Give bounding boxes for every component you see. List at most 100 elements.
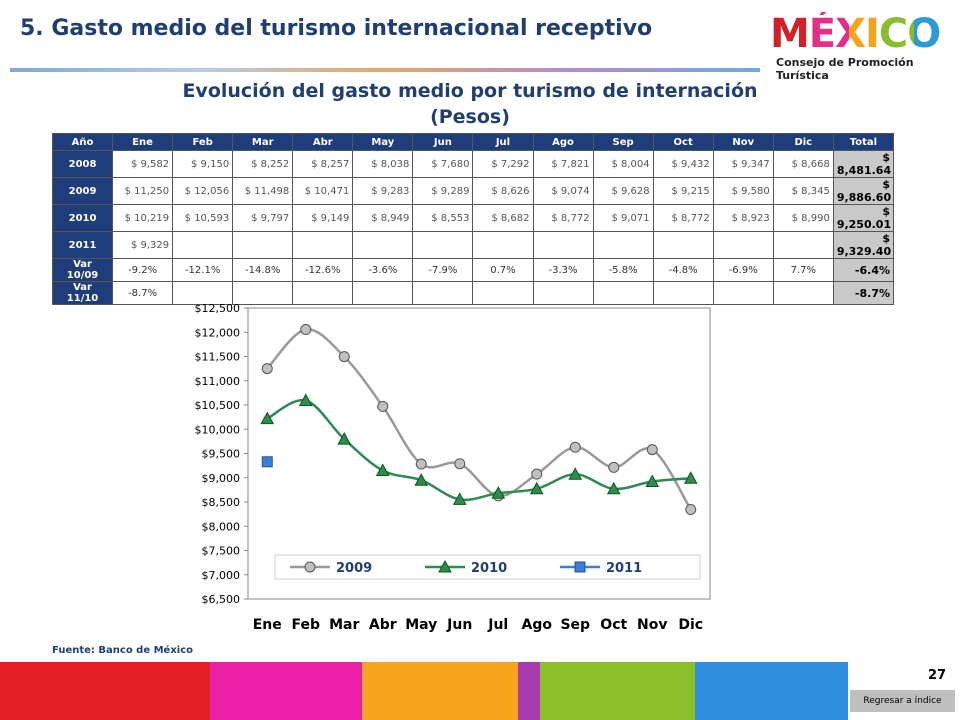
point <box>377 400 389 412</box>
column-header: Abr <box>292 133 354 151</box>
cell: $ 9,432 <box>652 150 714 178</box>
cell <box>772 281 834 305</box>
cell: -12.6% <box>292 258 354 282</box>
cell: $ 8,252 <box>232 150 294 178</box>
source: Fuente: Banco de México <box>52 645 193 656</box>
cell: -8.7% <box>112 281 174 305</box>
x-tick-label: Ago <box>522 617 553 633</box>
y-tick-label: $9,500 <box>202 448 241 461</box>
logo-subtitle: Consejo de Promoción Turística <box>776 56 914 82</box>
cell <box>352 231 414 259</box>
cell: $ 9,797 <box>232 204 294 232</box>
cell: $ 9,215 <box>652 177 714 205</box>
legend-marker <box>304 561 316 573</box>
column-header: Ene <box>112 133 174 151</box>
point <box>414 473 429 486</box>
cell <box>172 231 234 259</box>
row-label: 2009 <box>51 177 114 205</box>
cell: -3.6% <box>352 258 414 282</box>
x-tick-label: Nov <box>637 617 667 633</box>
total-cell: -6.4% <box>832 258 895 282</box>
x-tick-label: Dic <box>678 617 703 633</box>
cell: -7.9% <box>412 258 474 282</box>
point <box>569 441 581 453</box>
y-tick-label: $8,500 <box>202 496 241 509</box>
cell: $ 10,593 <box>172 204 234 232</box>
column-header: Ago <box>532 133 594 151</box>
cell: $ 11,498 <box>232 177 294 205</box>
x-tick-label: May <box>405 617 437 633</box>
point <box>298 393 313 406</box>
x-tick-label: Feb <box>291 617 320 633</box>
x-tick-label: Abr <box>369 617 397 633</box>
data-table: Año Ene Feb Mar Abr May Jun Jul Ago Sep Oct Nov Dic T… <box>51 133 895 305</box>
cell: $ 8,772 <box>532 204 594 232</box>
point <box>608 461 620 473</box>
cell: -14.8% <box>232 258 294 282</box>
cell: $ 8,990 <box>772 204 834 232</box>
cell: -5.8% <box>592 258 654 282</box>
color-strip <box>518 662 540 720</box>
legend-label: 2011 <box>606 561 642 576</box>
point <box>491 486 506 499</box>
y-tick-label: $6,500 <box>202 593 241 606</box>
column-header: Feb <box>172 133 234 151</box>
x-tick-label: Ene <box>253 617 282 633</box>
cell: $ 8,004 <box>592 150 654 178</box>
cell: $ 8,626 <box>472 177 534 205</box>
column-header: May <box>352 133 414 151</box>
column-header: Total <box>832 133 895 151</box>
cell: $ 9,580 <box>712 177 774 205</box>
point <box>529 481 544 495</box>
color-strip <box>695 662 848 720</box>
legend <box>274 554 701 580</box>
y-tick-label: $10,000 <box>195 423 241 436</box>
cell: $ 10,219 <box>112 204 174 232</box>
page-number: 27 <box>928 668 947 683</box>
cell: $ 7,680 <box>412 150 474 178</box>
back-button[interactable]: Regresar a índice <box>850 690 955 712</box>
cell: $ 9,289 <box>412 177 474 205</box>
header-row: Año Ene Feb Mar Abr May Jun Jul Ago Sep Oct Nov Dic T… <box>51 133 895 151</box>
logo-text: MÉXICO <box>770 12 950 56</box>
cell: -12.1% <box>172 258 234 282</box>
column-header: Dic <box>772 133 834 151</box>
cell <box>652 281 714 305</box>
row-label: Var 10/09 <box>51 258 114 282</box>
cell: 0.7% <box>472 258 534 282</box>
total-cell: -8.7% <box>832 281 895 305</box>
cell: -9.2% <box>112 258 174 282</box>
y-tick-label: $10,500 <box>195 399 241 412</box>
cell: $ 8,668 <box>772 150 834 178</box>
point <box>260 411 275 425</box>
x-tick-label: Mar <box>329 617 359 633</box>
cell: -3.3% <box>532 258 594 282</box>
cell: $ 7,821 <box>532 150 594 178</box>
total-cell: $ 8,481.64 <box>832 150 895 178</box>
cell: $ 9,628 <box>592 177 654 205</box>
column-header: Mar <box>232 133 294 151</box>
cell: $ 8,553 <box>412 204 474 232</box>
table-title: Evolución del gasto medio por turismo de… <box>140 78 800 130</box>
cell: $ 9,329 <box>112 231 174 259</box>
table-row: 2010 $ 10,219 $ 10,593 $ 9,797 $ 9,149 $ 8,94… <box>51 204 895 232</box>
color-strip <box>540 662 695 720</box>
title-rule <box>10 68 760 72</box>
point <box>415 458 427 470</box>
x-tick-label: Sep <box>560 617 590 633</box>
cell: $ 9,074 <box>532 177 594 205</box>
point <box>452 492 467 505</box>
cell: -4.8% <box>652 258 714 282</box>
table-title-line: Evolución del gasto medio por turismo de… <box>182 80 758 102</box>
legend-label: 2009 <box>336 561 372 576</box>
point <box>261 456 273 468</box>
x-tick-label: Oct <box>600 617 627 633</box>
cell <box>352 281 414 305</box>
cell: $ 9,283 <box>352 177 414 205</box>
logo: MÉXICO Consejo de Promoción Turística <box>770 12 950 82</box>
table-row: 2009 $ 11,250 $ 12,056 $ 11,498 $ 10,471 $ 9,… <box>51 177 895 205</box>
cell <box>172 281 234 305</box>
color-strip <box>210 662 362 720</box>
point <box>375 463 390 477</box>
